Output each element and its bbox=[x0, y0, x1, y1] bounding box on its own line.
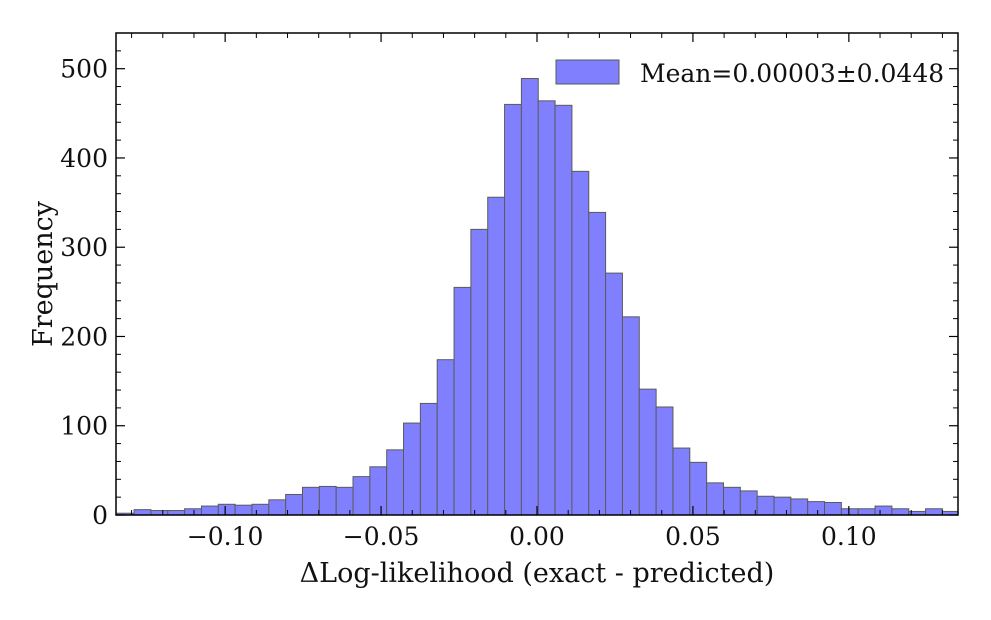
histogram-bar bbox=[217, 503, 236, 516]
legend: Mean=0.00003±0.0448 bbox=[555, 59, 944, 88]
x-tick-label: −0.05 bbox=[343, 522, 420, 551]
x-axis-label: ΔLog-likelihood (exact - predicted) bbox=[300, 558, 775, 589]
histogram-bar bbox=[470, 228, 489, 516]
histogram-bar bbox=[773, 496, 792, 516]
histogram-bar bbox=[874, 505, 893, 516]
histogram-bar bbox=[807, 501, 826, 516]
histogram-bar bbox=[436, 359, 455, 516]
y-tick-label: 300 bbox=[60, 233, 108, 262]
histogram-bar bbox=[369, 466, 388, 516]
histogram-bar bbox=[318, 485, 337, 516]
histogram-bar bbox=[588, 211, 607, 516]
histogram-bar bbox=[537, 100, 556, 516]
y-axis-label: Frequency bbox=[28, 200, 59, 347]
bars-layer bbox=[116, 78, 959, 516]
histogram-bar bbox=[605, 272, 623, 516]
x-tick-label: 0.00 bbox=[509, 522, 565, 551]
legend-label: Mean=0.00003±0.0448 bbox=[640, 59, 944, 88]
histogram-bar bbox=[520, 78, 539, 516]
y-tick-label: 0 bbox=[92, 501, 108, 530]
histogram-bar bbox=[234, 504, 253, 516]
x-tick-label: 0.10 bbox=[821, 522, 877, 551]
histogram-bar bbox=[891, 508, 910, 516]
histogram-bar bbox=[133, 509, 152, 516]
histogram-bar bbox=[638, 388, 657, 516]
x-tick-label: −0.10 bbox=[187, 522, 264, 551]
y-tick-label: 400 bbox=[60, 144, 108, 173]
histogram-bar bbox=[857, 508, 876, 516]
x-tick-label: 0.05 bbox=[665, 522, 721, 551]
histogram-bar bbox=[840, 508, 859, 516]
histogram-bar bbox=[925, 508, 943, 516]
y-tick-label: 100 bbox=[60, 412, 108, 441]
histogram-bar bbox=[554, 104, 573, 516]
histogram-bar bbox=[504, 103, 522, 516]
histogram-bar bbox=[285, 493, 303, 516]
histogram-bar bbox=[621, 316, 640, 516]
histogram-bar bbox=[739, 490, 758, 516]
histogram-bar bbox=[756, 495, 775, 516]
histogram-bar bbox=[722, 486, 741, 516]
histogram-bar bbox=[386, 449, 405, 516]
histogram-bar bbox=[301, 486, 320, 516]
ticks-layer bbox=[116, 32, 958, 516]
histogram-bar bbox=[403, 422, 421, 516]
legend-swatch bbox=[555, 59, 620, 85]
histogram-bar bbox=[655, 406, 674, 516]
tick-labels-layer: −0.10 −0.05 0.00 0.05 0.10 0 100 200 300 400 500 bbox=[60, 55, 876, 551]
histogram-bar bbox=[487, 196, 506, 516]
histogram-bar bbox=[184, 508, 202, 516]
histogram-bar bbox=[200, 505, 219, 516]
histogram-bar bbox=[419, 402, 438, 516]
histogram-bar bbox=[268, 499, 287, 516]
histogram-bar bbox=[672, 447, 691, 516]
histogram-bar bbox=[335, 486, 354, 516]
histogram-bar bbox=[251, 503, 270, 516]
histogram-bar bbox=[706, 482, 724, 516]
histogram-bar bbox=[571, 170, 590, 516]
histogram-bar bbox=[824, 502, 842, 516]
histogram-bar bbox=[352, 476, 371, 516]
histogram-bar bbox=[790, 498, 809, 516]
y-tick-label: 200 bbox=[60, 322, 108, 351]
y-tick-label: 500 bbox=[60, 55, 108, 84]
histogram-bar bbox=[453, 286, 472, 516]
